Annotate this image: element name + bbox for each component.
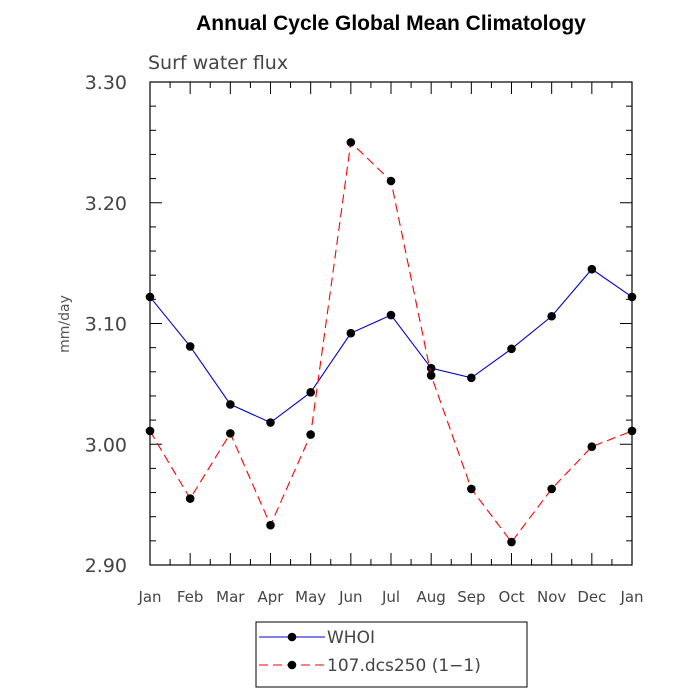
x-tick-label: Feb	[177, 588, 204, 606]
x-tick-label: Dec	[577, 588, 606, 606]
x-tick-label: Jun	[338, 588, 362, 606]
data-point	[266, 520, 275, 530]
data-point	[306, 388, 315, 397]
data-point	[145, 426, 155, 436]
legend-marker-107-dcs250	[287, 660, 297, 670]
data-point	[467, 484, 476, 494]
data-point	[467, 373, 476, 383]
data-point	[306, 430, 315, 439]
data-point	[547, 484, 556, 494]
data-point	[185, 342, 195, 351]
chart-title: Annual Cycle Global Mean Climatology	[196, 12, 586, 35]
legend-label-whoi: WHOI	[327, 628, 375, 648]
data-point	[507, 537, 516, 547]
data-point	[627, 292, 637, 302]
series-line-1	[149, 141, 633, 543]
y-tick-label: 3.30	[85, 72, 127, 94]
x-tick-label: Nov	[537, 588, 566, 606]
data-point	[627, 426, 637, 436]
data-point	[386, 310, 396, 320]
legend-box	[255, 621, 528, 688]
y-tick-label: 3.10	[85, 314, 127, 336]
series-layer	[145, 138, 637, 547]
data-point	[266, 418, 275, 427]
data-point	[507, 344, 516, 354]
y-tick-label: 3.00	[85, 434, 127, 456]
x-tick-label: May	[295, 588, 326, 606]
data-point	[145, 292, 155, 302]
x-tick-label: Jan	[619, 588, 643, 606]
x-tick-label: Oct	[499, 588, 525, 606]
series-0	[145, 264, 637, 427]
chart-subtitle: Surf water flux	[148, 52, 288, 74]
x-tick-label: Jul	[381, 588, 400, 606]
x-tick-label: Mar	[216, 588, 245, 606]
data-point	[185, 494, 195, 503]
data-point	[587, 442, 597, 451]
data-point	[226, 400, 235, 409]
data-point	[386, 176, 396, 186]
axis-ticks	[149, 81, 633, 566]
plot-frame	[149, 81, 633, 566]
legend-item-107-dcs250: 107.dcs250 (1−1)	[259, 656, 481, 676]
y-tick-label: 3.20	[85, 193, 127, 215]
series-1	[145, 138, 637, 547]
data-point	[346, 138, 356, 147]
x-tick-label: Sep	[457, 588, 485, 606]
legend-label-107-dcs250: 107.dcs250 (1−1)	[327, 656, 481, 676]
legend-marker-whoi	[287, 632, 297, 642]
x-tick-label: Jan	[137, 588, 161, 606]
data-point	[426, 363, 436, 373]
data-point	[426, 371, 436, 380]
data-point	[346, 328, 356, 338]
legend-item-whoi: WHOI	[259, 628, 375, 648]
x-tick-label: Apr	[258, 588, 285, 606]
data-point	[226, 429, 235, 438]
y-tick-labels: 2.90 3.00 3.10 3.20 3.30	[85, 72, 127, 577]
data-point	[547, 311, 556, 321]
y-tick-label: 2.90	[85, 555, 127, 577]
series-line-0	[149, 268, 633, 424]
x-tick-labels: Jan Feb Mar Apr May Jun Jul Aug Sep Oct Nov Dec Jan	[137, 588, 643, 606]
data-point	[587, 264, 597, 274]
x-tick-label: Aug	[417, 588, 446, 606]
y-axis-label: mm/day	[57, 295, 73, 353]
